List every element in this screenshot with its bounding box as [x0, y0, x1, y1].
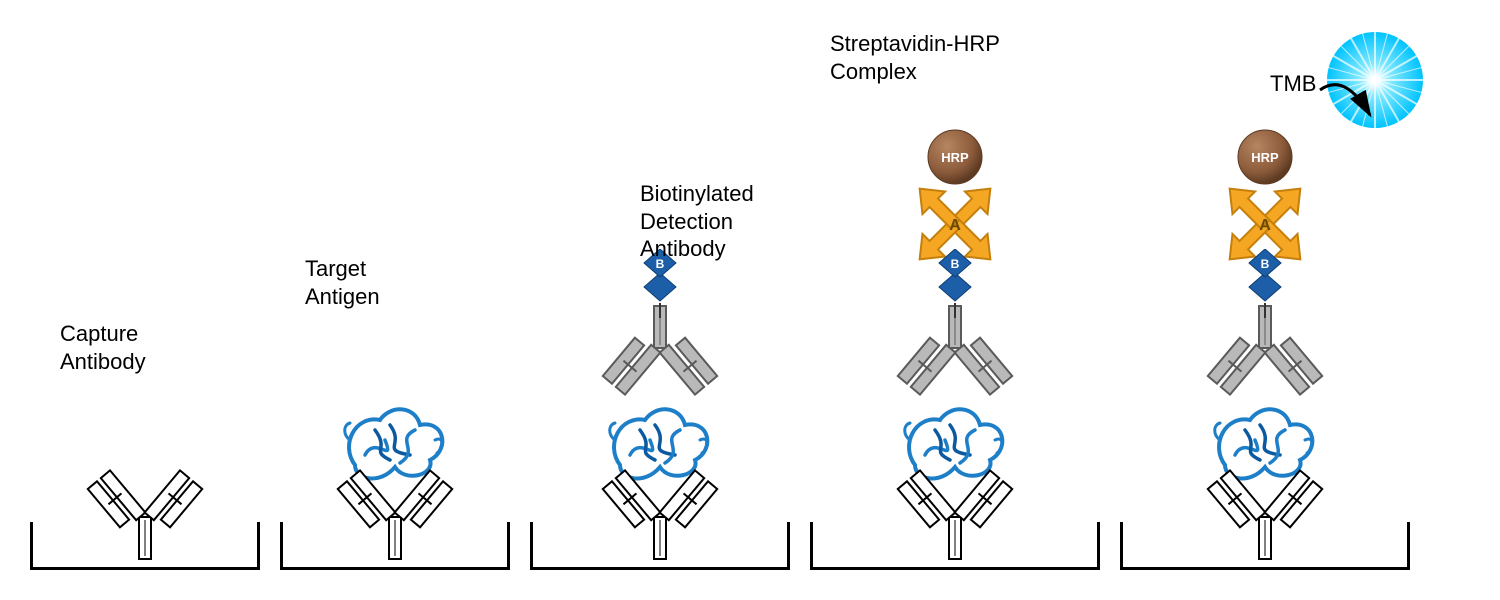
- component-stack: [335, 395, 455, 567]
- capture-antibody: [85, 462, 205, 567]
- svg-text:HRP: HRP: [1251, 150, 1279, 165]
- elisa-diagram: Capture AntibodyTarget AntigenBBiotinyla…: [0, 0, 1500, 600]
- step-label-4: Streptavidin-HRP Complex: [830, 30, 1000, 85]
- panel-step-5: B A HRP: [1120, 30, 1410, 570]
- svg-text:A: A: [1259, 217, 1271, 234]
- svg-text:B: B: [951, 257, 960, 271]
- capture-antibody: [1205, 462, 1325, 567]
- step-label-1: Capture Antibody: [60, 320, 146, 375]
- step-label-2: Target Antigen: [305, 255, 380, 310]
- biotin-tag: B: [1235, 249, 1295, 309]
- component-stack: [85, 462, 205, 567]
- svg-text:B: B: [1261, 257, 1270, 271]
- svg-text:A: A: [949, 217, 961, 234]
- panel-step-4: B A HRP: [810, 30, 1100, 570]
- component-stack: B A HRP: [895, 127, 1015, 567]
- step-label-5: TMB: [1270, 70, 1316, 98]
- capture-antibody: [895, 462, 1015, 567]
- panel-step-1: [30, 30, 260, 570]
- step-label-3: Biotinylated Detection Antibody: [640, 180, 754, 263]
- capture-antibody: [600, 462, 720, 567]
- capture-antibody: [335, 462, 455, 567]
- svg-text:HRP: HRP: [941, 150, 969, 165]
- panel-step-3: B: [530, 30, 790, 570]
- component-stack: B: [600, 249, 720, 567]
- biotin-tag: B: [925, 249, 985, 309]
- tmb-substrate: [1325, 30, 1425, 135]
- component-stack: B A HRP: [1205, 127, 1325, 567]
